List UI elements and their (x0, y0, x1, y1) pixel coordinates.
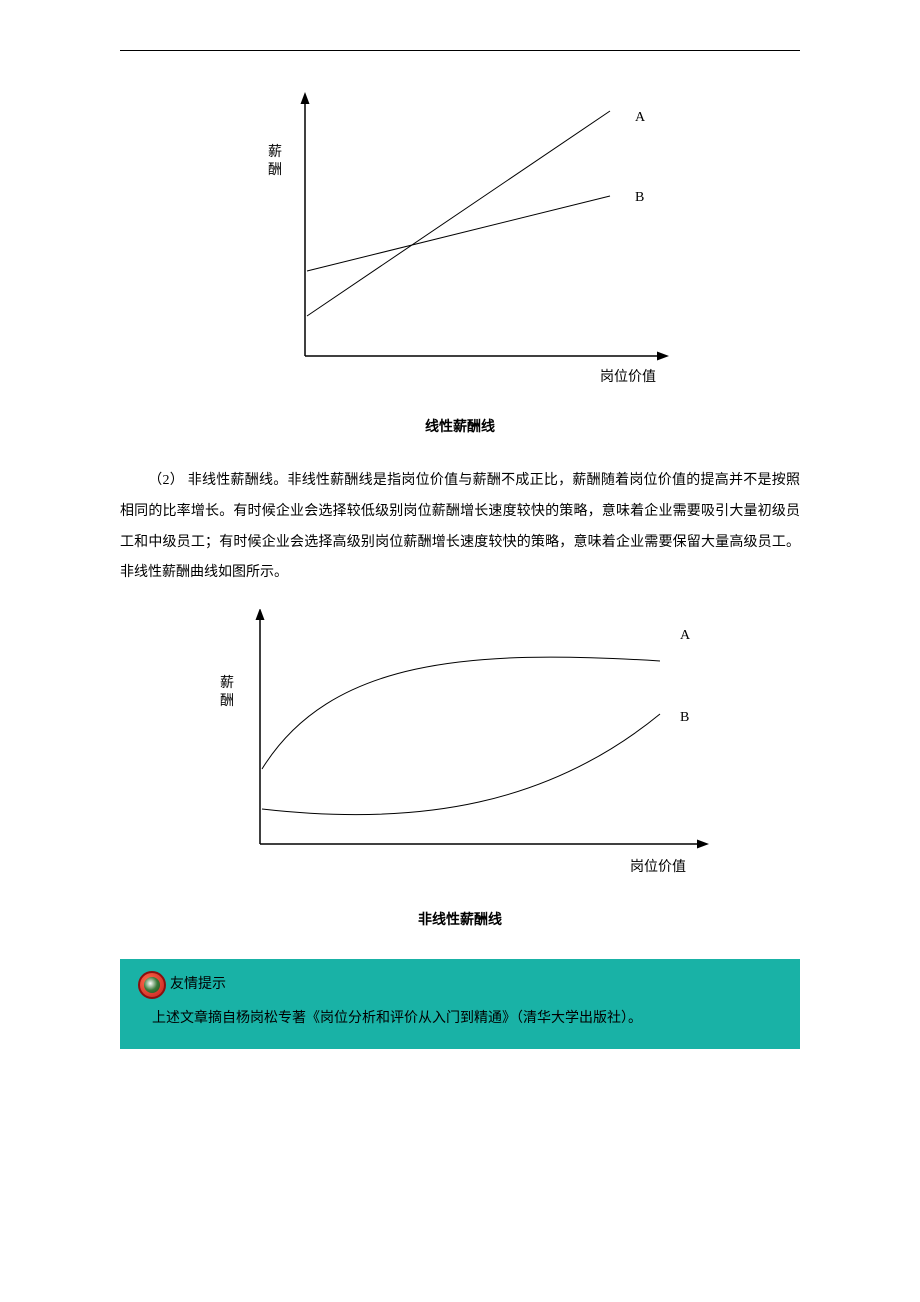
x-axis-label: 岗位价值 (600, 369, 656, 385)
y-axis-label-line1: 薪 (268, 144, 282, 160)
series-a-line (307, 111, 610, 316)
chart-nonlinear-title: 非线性薪酬线 (120, 909, 800, 929)
tip-header-text: 友情提示 (170, 971, 226, 999)
tip-header: 友情提示 (138, 971, 782, 999)
document-page: 薪 酬 A B 岗位价值 线性薪酬线 （2） 非线性薪酬线。非线性薪酬线是指岗位… (0, 0, 920, 1109)
paragraph-body: 非线性薪酬线。非线性薪酬线是指岗位价值与薪酬不成正比，薪酬随着岗位价值的提高并不… (120, 473, 800, 580)
series-b-label: B (680, 710, 689, 725)
series-b-line (307, 196, 610, 271)
y-axis-label-line1: 薪 (220, 675, 234, 691)
series-b-label: B (635, 190, 644, 205)
chart-nonlinear: 薪 酬 A B 岗位价值 (190, 609, 730, 884)
series-a-label: A (680, 628, 691, 643)
paragraph-prefix: （2） (148, 473, 184, 488)
x-axis-label: 岗位价值 (630, 859, 686, 875)
tip-box: 友情提示 上述文章摘自杨岗松专著《岗位分析和评价从入门到精通》（清华大学出版社）… (120, 959, 800, 1049)
series-a-curve (262, 657, 660, 769)
series-b-curve (262, 714, 660, 815)
top-rule (120, 50, 800, 51)
chart-linear-wrap: 薪 酬 A B 岗位价值 (120, 91, 800, 391)
paragraph-nonlinear: （2） 非线性薪酬线。非线性薪酬线是指岗位价值与薪酬不成正比，薪酬随着岗位价值的… (120, 466, 800, 589)
chart-linear-title: 线性薪酬线 (120, 416, 800, 436)
tip-body-text: 上述文章摘自杨岗松专著《岗位分析和评价从入门到精通》（清华大学出版社）。 (138, 1005, 782, 1033)
series-a-label: A (635, 110, 646, 125)
y-axis-label-line2: 酬 (220, 693, 234, 709)
chart-linear: 薪 酬 A B 岗位价值 (240, 91, 680, 391)
y-axis-label-line2: 酬 (268, 162, 282, 178)
globe-icon (138, 971, 166, 999)
chart-nonlinear-wrap: 薪 酬 A B 岗位价值 (120, 609, 800, 884)
